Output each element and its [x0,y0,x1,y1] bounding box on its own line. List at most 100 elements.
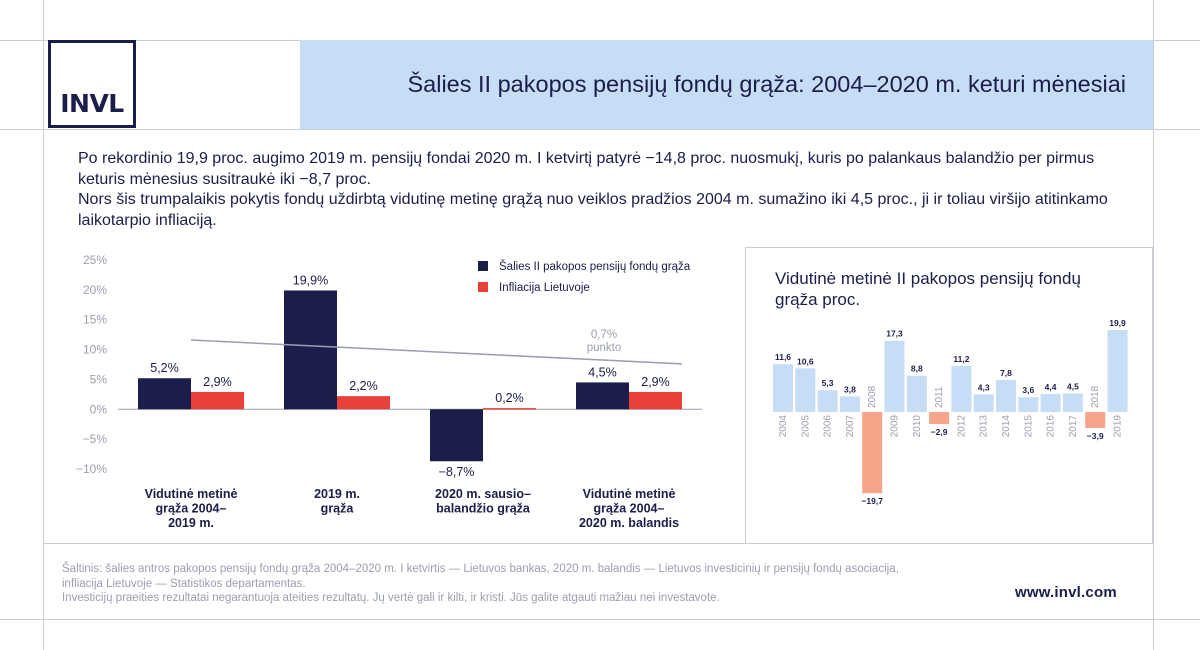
intro-paragraph-2: Nors šis trumpalaikis pokytis fondų uždi… [78,191,1108,229]
annual-return-bar [884,340,905,412]
annual-value-label: 19,9 [1109,318,1126,328]
year-label: 2015 [1023,415,1034,438]
legend-label: Šalies II pakopos pensijų fondų grąža [499,260,691,273]
trend-line [190,339,683,365]
annual-return-bar [839,396,860,412]
x-category-label: 2019 m. [314,487,360,501]
intro-paragraph-1: Po rekordinio 19,9 proc. augimo 2019 m. … [78,150,1095,188]
annual-return-bar [906,375,927,412]
annual-return-bar [951,365,972,412]
year-label: 2011 [934,386,945,408]
y-tick-label: 5% [90,372,108,386]
bar-value-label: −8,7% [439,465,475,479]
footer-divider [44,543,1153,544]
invl-logo: INVL [48,40,136,128]
title-banner: Šalies II pakopos pensijų fondų grąža: 2… [300,40,1153,129]
bar-value-label: 4,5% [588,365,617,379]
page-title: Šalies II pakopos pensijų fondų grąža: 2… [407,71,1126,97]
annual-value-label: 3,8 [844,384,856,394]
annual-value-label: 5,3 [822,378,834,388]
logo-text: INVL [60,89,124,118]
legend-swatch [478,282,488,292]
website-link[interactable]: www.invl.com [1015,584,1117,601]
annual-value-label: 4,5 [1067,381,1079,391]
annual-return-bar [773,364,793,412]
legend-label: Infliacija Lietuvoje [499,282,590,294]
inflation-bar [337,396,390,410]
y-tick-label: 0% [90,402,108,416]
bar-value-label: 2,9% [203,375,232,389]
year-label: 2004 [778,415,789,438]
source-note: Šaltinis: šalies antros pakopos pensijų … [62,562,992,606]
trend-annotation: 0,7% [591,329,617,341]
annual-value-label: 11,2 [953,354,969,364]
y-tick-label: 25% [83,253,107,267]
y-tick-label: −10% [76,462,107,476]
fund-return-bar [138,378,191,410]
annual-value-label: −3,9 [1087,431,1104,441]
annual-value-label: 3,6 [1022,385,1034,395]
annual-value-label: 4,3 [978,382,990,392]
main-bar-chart: 25% 20% 15% 10% 5% 0% −5% −10% 5,2% 2,9% Vidutinė … [76,253,702,530]
guide-line-bottom [0,619,1200,620]
annual-return-bar [1018,397,1039,412]
bar-value-label: 19,9% [293,273,328,287]
annual-returns-chart: 11,6 2004 10,6 2005 5,3 2006 3,8 2007 −19,7 2008 1… [773,318,1128,506]
x-category-label: balandžio grąža [436,502,531,516]
annual-return-bar [1040,393,1061,412]
annual-return-bar [1085,412,1106,429]
legend-swatch [478,261,488,271]
disclaimer: Investicijų praeities rezultatai negaran… [62,592,720,604]
trend-annotation: punkto [587,342,622,354]
annual-value-label: 11,6 [775,352,791,362]
intro-text: Po rekordinio 19,9 proc. augimo 2019 m. … [78,149,1138,231]
year-label: 2018 [1090,385,1101,408]
y-tick-label: 15% [83,313,107,327]
x-category-label: grąža 2004– [156,502,227,516]
annual-return-bar [929,412,950,424]
annual-value-label: 4,4 [1045,382,1057,392]
annual-value-label: 17,3 [886,329,903,339]
source-line-1: Šaltinis: šalies antros pakopos pensijų … [62,563,899,575]
y-tick-label: −5% [83,432,108,446]
guide-line-right [1153,0,1154,650]
year-label: 2013 [979,415,990,438]
annual-returns-panel [745,247,1153,543]
source-line-2: infliacija Lietuvoje — Statistikos depar… [62,577,306,590]
x-category-label: 2020 m. sausio– [435,487,531,501]
year-label: 2010 [912,415,923,438]
fund-return-bar [430,409,483,462]
annual-return-bar [973,394,994,412]
year-label: 2008 [867,385,878,408]
year-label: 2005 [800,415,811,438]
x-category-label: Vidutinė metinė [145,487,238,501]
y-tick-label: 20% [83,283,107,297]
x-category-label: Vidutinė metinė [583,487,676,501]
fund-return-bar [576,382,629,410]
bar-value-label: 2,2% [349,379,378,393]
annual-value-label: −19,7 [861,496,883,506]
annual-value-label: 10,6 [797,356,814,366]
inflation-bar [483,408,536,410]
annual-chart-title: Vidutinė metinė II pakopos pensijų fondų… [775,269,1081,309]
annual-value-label: −2,9 [931,427,948,437]
annual-return-bar [1107,330,1128,412]
x-category-label: grąža 2004– [594,502,665,516]
annual-value-label: 8,8 [911,364,923,374]
annual-return-bar [817,390,838,412]
year-label: 2007 [845,415,856,438]
annual-value-label: 7,8 [1000,368,1012,378]
bar-value-label: 2,9% [641,375,670,389]
x-category-label: grąža [321,502,355,516]
inflation-bar [191,391,244,410]
year-label: 2012 [956,415,967,438]
x-category-label: 2020 m. balandis [579,516,679,530]
year-label: 2009 [890,415,901,438]
guide-line-header-bottom [0,129,1200,130]
year-label: 2017 [1068,415,1079,438]
annual-return-bar [1062,393,1083,412]
year-label: 2019 [1113,415,1124,438]
inflation-bar [629,391,682,410]
bar-value-label: 5,2% [150,361,179,375]
annual-return-bar [996,379,1016,412]
